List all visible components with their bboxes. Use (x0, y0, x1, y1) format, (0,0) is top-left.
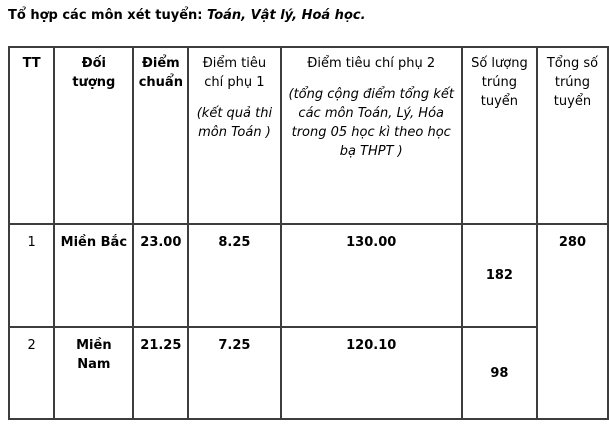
header-diem-chuan: Điểm chuẩn (132, 46, 190, 225)
table-header-row: TT Đối tượng Điểm chuẩn Điểm tiêu chí ph… (7, 46, 609, 225)
admission-score-table: TT Đối tượng Điểm chuẩn Điểm tiêu chí ph… (7, 46, 609, 420)
cell-tong-so-trung-tuyen: 280 (535, 223, 609, 420)
cell-tieu-chi-phu-2: 120.10 (279, 326, 463, 420)
header-tieu-chi-phu-2-title: Điểm tiêu chí phụ 2 (307, 56, 436, 71)
cell-diem-chuan: 23.00 (132, 223, 190, 328)
cell-diem-chuan: 21.25 (132, 326, 190, 420)
cell-tt: 1 (7, 223, 56, 328)
intro-subjects: Toán, Vật lý, Hoá học. (207, 8, 366, 23)
header-tt: TT (7, 46, 56, 225)
header-tong-so-trung-tuyen: Tổng số trúng tuyển (535, 46, 609, 225)
table-row-mien-bac: 1 Miền Bắc 23.00 8.25 130.00 182 280 (7, 223, 609, 420)
header-tieu-chi-phu-2-note: (tổng cộng điểm tổng kết các môn Toán, L… (288, 87, 454, 159)
header-doi-tuong: Đối tượng (53, 46, 135, 225)
table-row-mien-nam: 2 Miền Nam 21.25 7.25 120.10 98 (7, 326, 608, 420)
cell-doi-tuong: Miền Bắc (53, 223, 135, 328)
header-tieu-chi-phu-2: Điểm tiêu chí phụ 2 (tổng cộng điểm tổng… (279, 46, 463, 225)
cell-doi-tuong: Miền Nam (53, 326, 135, 420)
header-so-luong-trung-tuyen: Số lượng trúng tuyển (460, 46, 538, 225)
cell-tt: 2 (7, 326, 56, 420)
cell-so-luong-trung-tuyen: 98 (460, 326, 538, 420)
header-tieu-chi-phu-1-title: Điểm tiêu chí phụ 1 (202, 56, 267, 90)
cell-tieu-chi-phu-1: 8.25 (187, 223, 282, 328)
cell-tieu-chi-phu-2: 130.00 (279, 223, 463, 328)
cell-tieu-chi-phu-1: 7.25 (187, 326, 282, 420)
header-tieu-chi-phu-1-note: (kết quả thi môn Toán ) (196, 106, 273, 140)
header-tieu-chi-phu-1: Điểm tiêu chí phụ 1 (kết quả thi môn Toá… (187, 46, 282, 225)
intro-text: Tổ hợp các môn xét tuyển: Toán, Vật lý, … (8, 8, 609, 24)
intro-label: Tổ hợp các môn xét tuyển: (8, 8, 203, 23)
cell-so-luong-trung-tuyen: 182 (460, 223, 538, 328)
